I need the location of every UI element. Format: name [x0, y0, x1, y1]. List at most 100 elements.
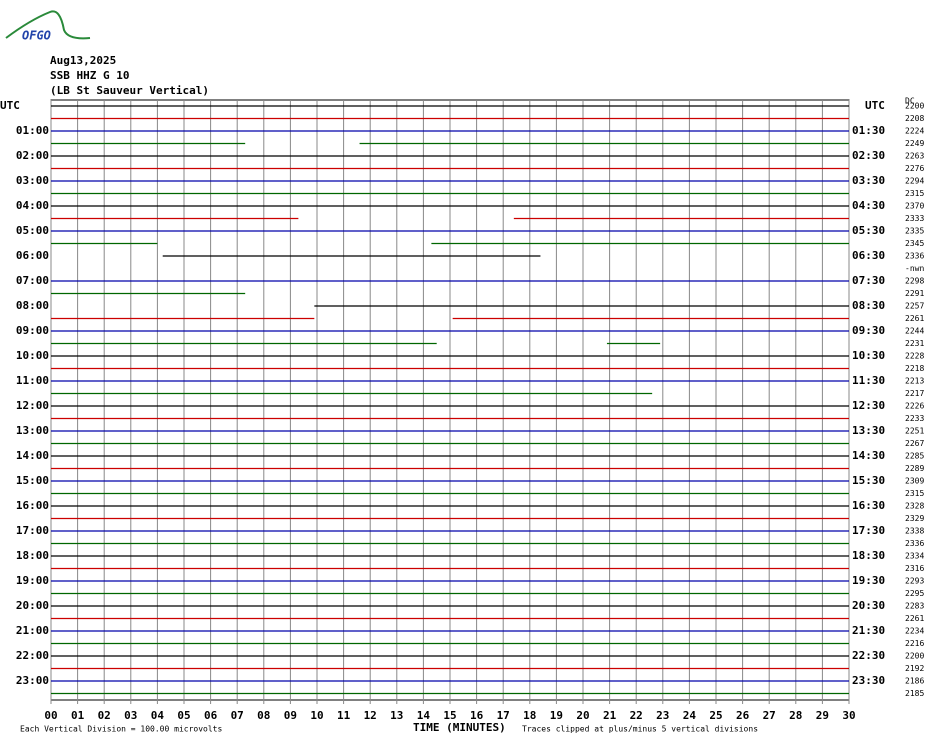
- right-time-label: 20:30: [852, 599, 885, 612]
- dc-value: 2261: [905, 314, 924, 323]
- x-tick-label: 05: [177, 709, 190, 722]
- left-time-label: 11:00: [16, 374, 49, 387]
- x-tick-label: 03: [124, 709, 137, 722]
- dc-value: 2263: [905, 152, 924, 161]
- x-tick-label: 00: [44, 709, 57, 722]
- dc-value: 2309: [905, 477, 924, 486]
- right-time-label: 04:30: [852, 199, 885, 212]
- dc-value: 2336: [905, 252, 924, 261]
- right-time-label: 09:30: [852, 324, 885, 337]
- date: Aug13,2025: [50, 54, 116, 67]
- x-tick-label: 17: [497, 709, 510, 722]
- x-tick-label: 14: [417, 709, 431, 722]
- dc-value: 2216: [905, 639, 924, 648]
- left-time-label: 06:00: [16, 249, 49, 262]
- dc-value: 2226: [905, 402, 924, 411]
- left-time-label: 07:00: [16, 274, 49, 287]
- right-time-label: 05:30: [852, 224, 885, 237]
- left-time-label: 22:00: [16, 649, 49, 662]
- dc-value: 2267: [905, 439, 924, 448]
- x-tick-label: 29: [816, 709, 829, 722]
- dc-value: 2200: [905, 652, 924, 661]
- left-time-label: 05:00: [16, 224, 49, 237]
- dc-value: 2285: [905, 452, 924, 461]
- dc-value: 2213: [905, 377, 924, 386]
- left-time-label: 18:00: [16, 549, 49, 562]
- dc-value: 2345: [905, 239, 924, 248]
- dc-value: 2333: [905, 214, 924, 223]
- dc-value: 2298: [905, 277, 924, 286]
- dc-value: 2261: [905, 614, 924, 623]
- x-tick-label: 18: [523, 709, 536, 722]
- left-time-label: 10:00: [16, 349, 49, 362]
- x-tick-label: 10: [310, 709, 323, 722]
- right-time-label: 08:30: [852, 299, 885, 312]
- right-time-label: 14:30: [852, 449, 885, 462]
- right-time-label: 19:30: [852, 574, 885, 587]
- dc-value: 2234: [905, 627, 924, 636]
- x-tick-label: 11: [337, 709, 351, 722]
- left-time-label: 14:00: [16, 449, 49, 462]
- x-tick-label: 15: [443, 709, 456, 722]
- dc-value: 2338: [905, 527, 924, 536]
- logo-swoosh: [5, 10, 91, 40]
- x-tick-label: 25: [709, 709, 722, 722]
- dc-value: 2224: [905, 127, 924, 136]
- right-utc: UTC: [865, 99, 885, 112]
- x-tick-label: 02: [98, 709, 111, 722]
- left-utc: UTC: [0, 99, 20, 112]
- left-time-label: 16:00: [16, 499, 49, 512]
- division-note: Each Vertical Division = 100.00 microvol…: [20, 725, 222, 734]
- dc-value: 2218: [905, 364, 924, 373]
- right-time-label: 10:30: [852, 349, 885, 362]
- dc-value: 2200: [905, 102, 924, 111]
- logo: OFGO: [22, 29, 51, 43]
- x-tick-label: 16: [470, 709, 484, 722]
- dc-value: 2231: [905, 339, 924, 348]
- dc-value: 2244: [905, 327, 924, 336]
- x-tick-label: 13: [390, 709, 403, 722]
- x-tick-label: 24: [683, 709, 697, 722]
- x-tick-label: 23: [656, 709, 669, 722]
- right-time-label: 23:30: [852, 674, 885, 687]
- dc-value: 2316: [905, 564, 924, 573]
- right-time-label: 02:30: [852, 149, 885, 162]
- site: (LB St Sauveur Vertical): [50, 84, 209, 97]
- x-tick-label: 30: [842, 709, 855, 722]
- dc-value: 2233: [905, 414, 924, 423]
- dc-value: 2228: [905, 352, 924, 361]
- left-time-label: 02:00: [16, 149, 49, 162]
- left-time-label: 12:00: [16, 399, 49, 412]
- dc-value: 2293: [905, 577, 924, 586]
- right-time-label: 16:30: [852, 499, 885, 512]
- dc-value: 2192: [905, 664, 924, 673]
- left-time-label: 09:00: [16, 324, 49, 337]
- dc-value: 2251: [905, 427, 924, 436]
- left-time-label: 04:00: [16, 199, 49, 212]
- dc-value: -nwn: [905, 264, 924, 273]
- right-time-label: 01:30: [852, 124, 885, 137]
- right-time-label: 22:30: [852, 649, 885, 662]
- right-time-label: 07:30: [852, 274, 885, 287]
- dc-value: 2370: [905, 202, 924, 211]
- dc-value: 2315: [905, 489, 924, 498]
- left-time-label: 08:00: [16, 299, 49, 312]
- right-time-label: 03:30: [852, 174, 885, 187]
- dc-value: 2328: [905, 502, 924, 511]
- right-time-label: 11:30: [852, 374, 885, 387]
- x-tick-label: 21: [603, 709, 617, 722]
- dc-value: 2276: [905, 164, 924, 173]
- dc-value: 2329: [905, 514, 924, 523]
- left-time-label: 23:00: [16, 674, 49, 687]
- dc-value: 2336: [905, 539, 924, 548]
- x-tick-label: 01: [71, 709, 85, 722]
- dc-value: 2335: [905, 227, 924, 236]
- right-time-label: 12:30: [852, 399, 885, 412]
- station: SSB HHZ G 10: [50, 69, 129, 82]
- dc-value: 2283: [905, 602, 924, 611]
- left-time-label: 19:00: [16, 574, 49, 587]
- dc-value: 2186: [905, 677, 924, 686]
- left-time-label: 01:00: [16, 124, 49, 137]
- left-time-label: 13:00: [16, 424, 49, 437]
